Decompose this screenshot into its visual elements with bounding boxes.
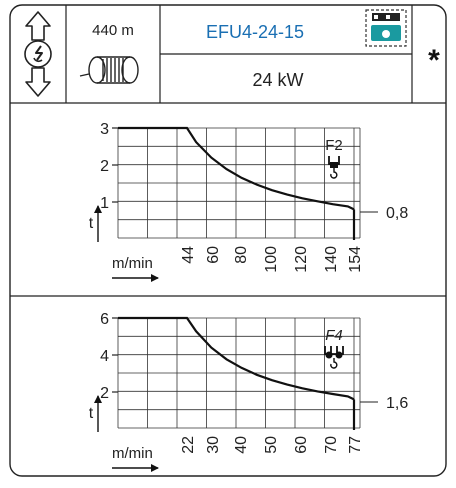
end-value-label: 0,8 [386, 205, 408, 222]
x-tick-label: 50 [263, 436, 280, 454]
hook-icon [324, 346, 344, 369]
rope-drum-icon [79, 56, 139, 84]
x-tick-label: 40 [233, 436, 250, 454]
y-axis-label: t [89, 215, 94, 232]
hook-icon [328, 156, 340, 179]
chart-f2: 3 2 1t m/min 44 60 80 100 120 140 154 0,8 F2 [89, 121, 408, 282]
x-tick-label: 44 [180, 246, 197, 264]
x-axis-label: m/min [112, 255, 153, 272]
end-value-label: 1,6 [386, 395, 408, 412]
x-tick-label: 154 [347, 246, 364, 273]
hoist-direction-icon [24, 11, 52, 97]
y-tick-label: 2 [100, 158, 109, 175]
chart-f4: 6 4 2t m/min 22 30 40 50 60 70 77 1,6 F4 [89, 311, 408, 472]
x-tick-label: 77 [347, 436, 364, 454]
y-axis-label: t [89, 405, 94, 422]
asterisk-note: * [428, 44, 440, 77]
x-axis-label: m/min [112, 445, 153, 462]
x-tick-label: 60 [293, 436, 310, 454]
y-tick-label: 6 [100, 311, 109, 328]
y-tick-label: 3 [100, 121, 109, 138]
x-tick-label: 120 [293, 246, 310, 273]
y-tick-label: 2 [100, 385, 109, 402]
x-tick-label: 70 [323, 436, 340, 454]
x-tick-label: 22 [180, 436, 197, 454]
y-tick-label: 1 [100, 195, 109, 212]
power-rating: 24 kW [252, 70, 303, 90]
model-name: EFU4-24-15 [206, 22, 304, 42]
rope-length-label: 440 m [92, 22, 134, 39]
x-tick-label: 140 [323, 246, 340, 273]
x-tick-label: 80 [233, 246, 250, 264]
x-tick-label: 30 [205, 436, 222, 454]
x-tick-label: 60 [205, 246, 222, 264]
load-curve [118, 316, 355, 401]
outer-frame [9, 4, 447, 477]
reeving-label: F2 [325, 137, 343, 154]
load-curve [118, 126, 355, 211]
control-panel-icon [365, 9, 407, 47]
reeving-label: F4 [325, 327, 343, 344]
x-tick-label: 100 [263, 246, 280, 273]
y-tick-label: 4 [100, 348, 109, 365]
